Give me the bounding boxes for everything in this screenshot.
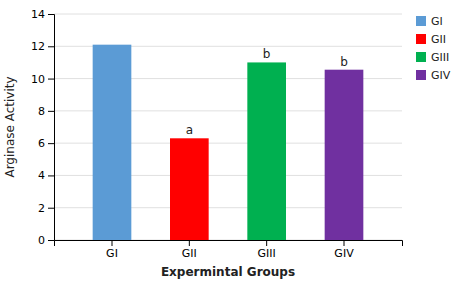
y-tick: 4 <box>38 169 54 182</box>
y-tick: 10 <box>31 73 54 86</box>
y-tick-label: 14 <box>31 8 45 21</box>
annotation: a <box>186 123 193 137</box>
bar <box>247 62 286 240</box>
y-tick-label: 8 <box>38 105 45 118</box>
y-tick-mark <box>48 79 54 80</box>
y-tick-label: 6 <box>38 137 45 150</box>
legend-swatch <box>416 52 426 62</box>
x-tick: GIII <box>258 240 276 260</box>
y-axis-line <box>48 15 55 241</box>
grid <box>54 14 402 240</box>
legend-item: GIII <box>416 51 449 64</box>
y-tick: 8 <box>38 105 54 118</box>
grid-line <box>54 14 402 15</box>
y-axis: 0 2 4 6 8 10 12 14 <box>31 8 55 247</box>
legend-label: GI <box>431 15 443 28</box>
legend: GI GII GIII GIV <box>416 15 451 82</box>
y-tick-label: 12 <box>31 40 45 53</box>
x-tick-mark <box>189 240 190 246</box>
bars <box>93 45 364 240</box>
y-tick-label: 0 <box>38 234 45 247</box>
x-tick-mark <box>112 240 113 246</box>
legend-label: GII <box>431 33 446 46</box>
legend-label: GIV <box>431 69 451 82</box>
x-axis: GI GII GIII GIV <box>55 240 403 260</box>
y-tick: 0 <box>38 234 54 247</box>
legend-item: GI <box>416 15 443 28</box>
y-axis-title: Arginase Activity <box>3 76 17 177</box>
x-tick: GII <box>182 240 197 260</box>
x-tick-label: GI <box>106 247 118 260</box>
x-tick: GI <box>106 240 118 260</box>
y-tick-mark <box>48 208 54 209</box>
annotations: a b b <box>186 47 348 137</box>
chart-svg: a b b 0 2 4 6 8 10 12 14 GI GII GIII GIV Expermintal Gr… <box>0 0 474 284</box>
y-tick-mark <box>48 46 54 47</box>
legend-swatch <box>416 16 426 26</box>
bar <box>93 45 132 240</box>
y-tick: 14 <box>31 8 54 21</box>
bar <box>170 138 209 240</box>
legend-swatch <box>416 34 426 44</box>
chart-container: a b b 0 2 4 6 8 10 12 14 GI GII GIII GIV Expermintal Gr… <box>0 0 474 284</box>
y-tick: 2 <box>38 202 54 215</box>
legend-swatch <box>416 70 426 80</box>
y-tick: 12 <box>31 40 54 53</box>
y-tick-label: 4 <box>38 169 45 182</box>
y-tick-mark <box>48 111 54 112</box>
y-tick-mark <box>48 175 54 176</box>
y-tick: 6 <box>38 137 54 150</box>
legend-item: GIV <box>416 69 451 82</box>
x-axis-title: Expermintal Groups <box>161 265 295 279</box>
x-tick-mark <box>344 240 345 246</box>
legend-label: GIII <box>431 51 449 64</box>
x-tick: GIV <box>334 240 354 260</box>
plot-area: a b b 0 2 4 6 8 10 12 14 GI GII GIII GIV <box>31 8 403 260</box>
bar <box>325 70 364 240</box>
y-tick-mark <box>48 143 54 144</box>
annotation: b <box>340 55 348 69</box>
x-axis-line <box>55 241 403 247</box>
annotation: b <box>263 47 271 61</box>
y-tick-label: 10 <box>31 73 45 86</box>
x-tick-mark <box>266 240 267 246</box>
y-tick-mark <box>48 240 54 241</box>
x-tick-label: GIV <box>334 247 354 260</box>
y-tick-label: 2 <box>38 202 45 215</box>
legend-item: GII <box>416 33 446 46</box>
x-tick-label: GIII <box>258 247 276 260</box>
x-tick-label: GII <box>182 247 197 260</box>
y-tick-mark <box>48 14 54 15</box>
